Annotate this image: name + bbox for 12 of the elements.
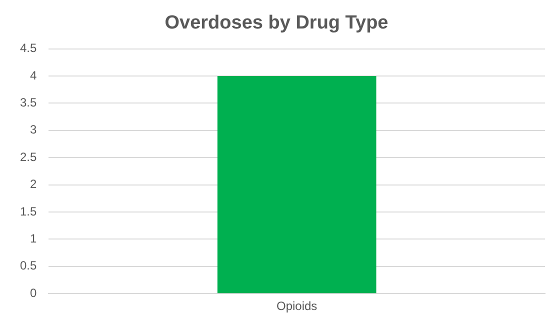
y-tick-label: 3 [30, 122, 37, 137]
y-tick-label: 4.5 [20, 41, 37, 56]
y-tick-label: 2.5 [20, 150, 37, 164]
x-tick-label: Opioids [276, 299, 318, 314]
y-tick-label: 0 [30, 286, 37, 300]
y-tick-label: 4 [30, 68, 37, 82]
y-tick-label: 2 [30, 177, 37, 192]
chart-title: Overdoses by Drug Type [164, 12, 388, 34]
y-tick-label: 0.5 [20, 258, 37, 273]
y-tick-label: 3.5 [20, 96, 37, 110]
y-tick-label: 1.5 [20, 204, 37, 218]
y-tick-label: 1 [30, 232, 37, 246]
